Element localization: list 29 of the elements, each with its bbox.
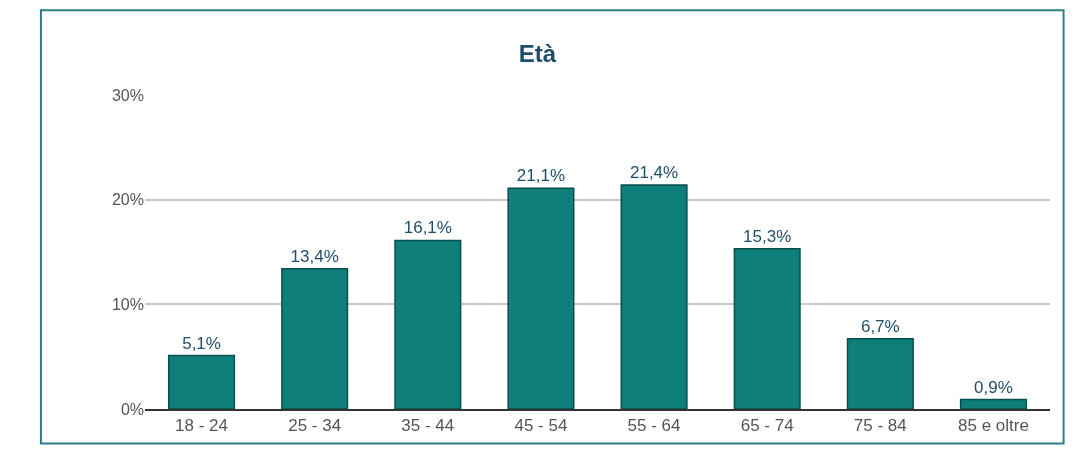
x-tick-label: 35 - 44 [401, 416, 455, 436]
data-label: 16,1% [403, 218, 452, 238]
data-label: 21,1% [516, 166, 566, 186]
bar [620, 184, 688, 409]
data-label: 13,4% [290, 246, 339, 266]
data-label: 21,4% [629, 163, 679, 183]
x-tick-label: 65 - 74 [740, 416, 794, 436]
data-label: 6,7% [860, 316, 900, 336]
bar [168, 354, 236, 409]
x-tick-label: 85 e oltre [957, 416, 1029, 436]
bar [281, 268, 349, 409]
y-tick-label: 20% [111, 191, 144, 209]
y-tick-label: 10% [111, 295, 144, 313]
bar [959, 398, 1027, 409]
bar [507, 187, 575, 409]
x-tick-label: 25 - 34 [288, 416, 342, 436]
data-label: 5,1% [182, 333, 221, 353]
bar [733, 248, 801, 409]
y-tick-label: 30% [111, 86, 144, 104]
x-tick-label: 18 - 24 [175, 416, 229, 436]
data-label: 0,9% [974, 377, 1013, 397]
data-label: 15,3% [743, 226, 792, 246]
x-tick-label: 45 - 54 [514, 416, 568, 436]
bar [846, 338, 914, 409]
bar [394, 239, 462, 409]
chart-title: Età [518, 39, 557, 67]
x-tick-label: 55 - 64 [627, 416, 681, 436]
y-tick-label: 0% [120, 400, 144, 418]
x-tick-label: 75 - 84 [853, 416, 907, 436]
